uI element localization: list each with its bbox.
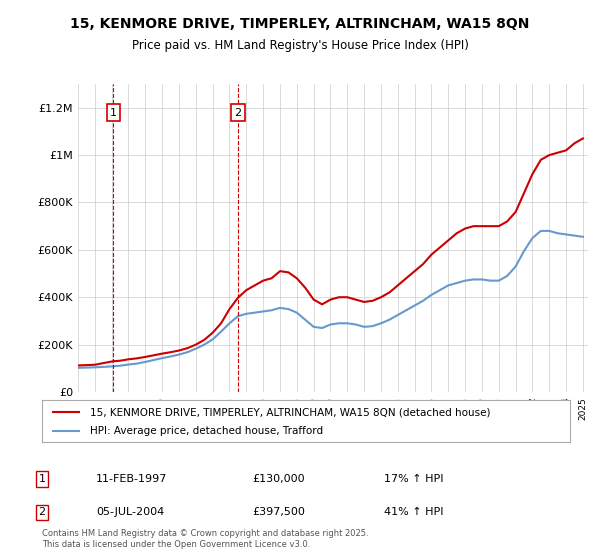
Text: 15, KENMORE DRIVE, TIMPERLEY, ALTRINCHAM, WA15 8QN (detached house): 15, KENMORE DRIVE, TIMPERLEY, ALTRINCHAM…	[89, 407, 490, 417]
Text: 15, KENMORE DRIVE, TIMPERLEY, ALTRINCHAM, WA15 8QN: 15, KENMORE DRIVE, TIMPERLEY, ALTRINCHAM…	[70, 17, 530, 31]
Text: Price paid vs. HM Land Registry's House Price Index (HPI): Price paid vs. HM Land Registry's House …	[131, 39, 469, 52]
Text: 2: 2	[38, 507, 46, 517]
Text: £397,500: £397,500	[252, 507, 305, 517]
Text: 1: 1	[110, 108, 117, 118]
Text: £130,000: £130,000	[252, 474, 305, 484]
Text: 41% ↑ HPI: 41% ↑ HPI	[384, 507, 443, 517]
Text: HPI: Average price, detached house, Trafford: HPI: Average price, detached house, Traf…	[89, 426, 323, 436]
Text: 17% ↑ HPI: 17% ↑ HPI	[384, 474, 443, 484]
Text: 1: 1	[38, 474, 46, 484]
Text: 2: 2	[235, 108, 241, 118]
Text: Contains HM Land Registry data © Crown copyright and database right 2025.
This d: Contains HM Land Registry data © Crown c…	[42, 529, 368, 549]
Text: 11-FEB-1997: 11-FEB-1997	[96, 474, 167, 484]
Text: 05-JUL-2004: 05-JUL-2004	[96, 507, 164, 517]
